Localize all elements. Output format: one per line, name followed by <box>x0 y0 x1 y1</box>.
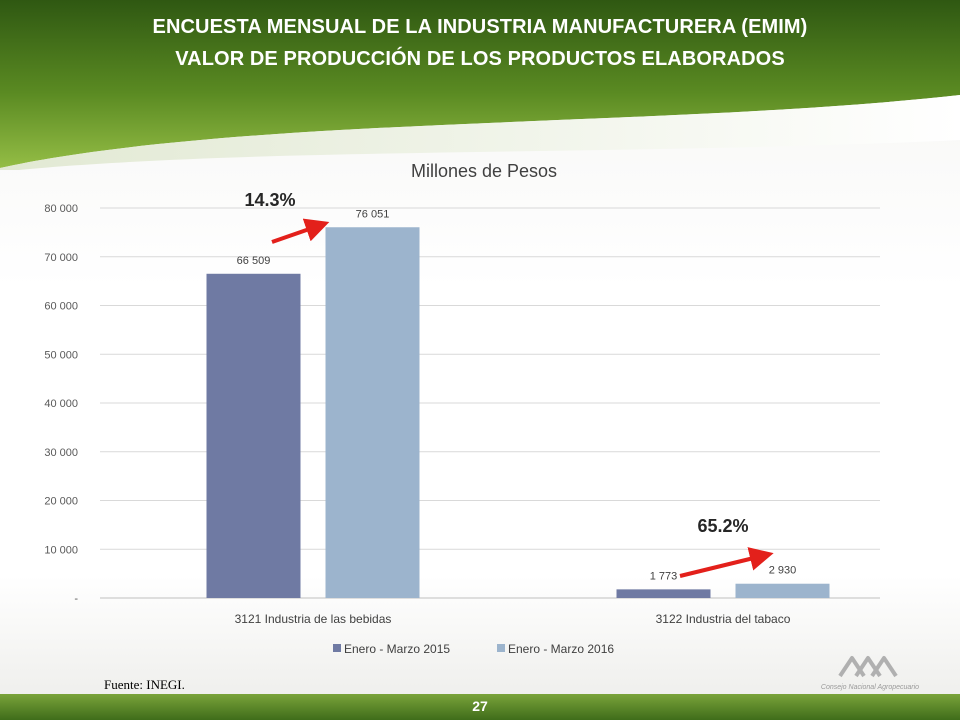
bar-data-label: 1 773 <box>650 570 678 582</box>
source-note: Fuente: INEGI. <box>104 677 185 692</box>
y-tick-label: 20 000 <box>44 496 78 508</box>
logo-caption: Consejo Nacional Agropecuario <box>820 684 920 691</box>
x-tick-label: 3121 Industria de las bebidas <box>235 612 392 626</box>
bar-data-label: 66 509 <box>237 255 271 267</box>
bar-2015-cat1 <box>616 589 711 598</box>
bar-data-label: 76 051 <box>356 208 390 220</box>
y-tick-label: 50 000 <box>44 349 78 361</box>
x-axis-ticks: 3121 Industria de las bebidas 3122 Indust… <box>235 612 791 626</box>
bar-2016-cat1 <box>735 583 830 598</box>
y-tick-label: 70 000 <box>44 252 78 264</box>
x-tick-label: 3122 Industria del tabaco <box>656 612 791 626</box>
y-tick-label: 60 000 <box>44 301 78 313</box>
chart-title: Millones de Pesos <box>411 161 557 181</box>
page-title-line-2: VALOR DE PRODUCCIÓN DE LOS PRODUCTOS ELA… <box>175 48 785 70</box>
y-tick-label: 80 000 <box>44 203 78 215</box>
growth-annotation-tabaco: 65.2% <box>697 516 748 536</box>
footer-band <box>0 694 960 720</box>
legend-swatch <box>333 644 341 652</box>
cna-logo-icon <box>838 656 898 678</box>
chart-bars <box>206 227 830 598</box>
y-tick-label: - <box>74 593 78 605</box>
growth-arrows <box>271 218 774 578</box>
page-number: 27 <box>472 698 488 714</box>
y-tick-label: 30 000 <box>44 447 78 459</box>
y-tick-label: 40 000 <box>44 398 78 410</box>
growth-arrow-1 <box>679 547 774 578</box>
header-banner <box>0 0 960 170</box>
growth-arrow-0 <box>271 218 330 244</box>
legend-swatch <box>497 644 505 652</box>
growth-annotation-bebidas: 14.3% <box>244 190 295 210</box>
bar-2016-cat0 <box>325 227 420 598</box>
chart-legend: Enero - Marzo 2015 Enero - Marzo 2016 <box>333 642 614 656</box>
legend-label: Enero - Marzo 2015 <box>344 642 450 656</box>
page-title-line-1: ENCUESTA MENSUAL DE LA INDUSTRIA MANUFAC… <box>152 16 808 38</box>
y-axis-ticks: - 10 000 20 000 30 000 40 000 50 000 60 000 70 … <box>44 203 78 605</box>
bar-data-label: 2 930 <box>769 565 797 577</box>
y-tick-label: 10 000 <box>44 544 78 556</box>
legend-label: Enero - Marzo 2016 <box>508 642 614 656</box>
bar-2015-cat0 <box>206 273 301 598</box>
chart-data-labels: 66 509 76 051 1 773 2 930 <box>237 208 797 582</box>
